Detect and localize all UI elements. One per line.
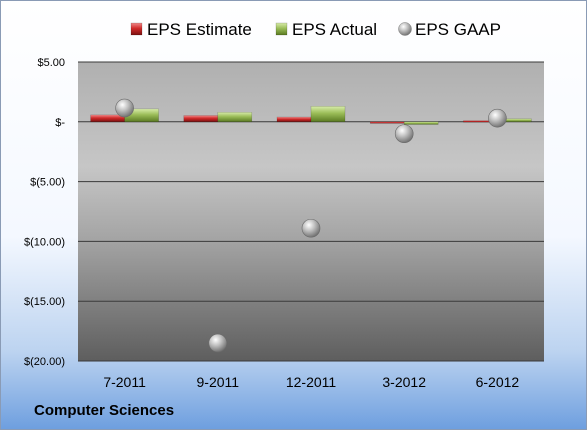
legend: EPS Estimate EPS Actual EPS GAAP [130,20,501,39]
bar-eps-estimate [183,115,219,123]
x-axis: 7-2011 9-2011 12-2011 3-2012 6-2012 [103,374,519,390]
x-tick-label: 6-2012 [476,374,520,390]
point-eps-gaap [394,124,414,144]
y-axis: $5.00 $- $(5.00) $(10.00) $(15.00) $(20.00) [24,57,65,368]
y-tick-label: $(10.00) [24,236,65,248]
bar-eps-estimate [90,114,125,123]
y-tick-label: $(15.00) [24,296,65,308]
y-tick-label: $(5.00) [30,177,65,189]
legend-label: EPS Estimate [147,20,252,39]
legend-swatch [130,22,143,36]
legend-label: EPS GAAP [415,20,501,39]
legend-swatch [398,22,412,36]
legend-label: EPS Actual [292,20,377,39]
x-tick-label: 7-2011 [103,374,146,390]
point-eps-gaap [208,333,228,353]
point-eps-gaap [301,218,321,238]
bar-eps-estimate [369,121,405,124]
company-label: Computer Sciences [34,402,175,419]
bar-eps-actual [403,121,439,125]
x-tick-label: 9-2011 [197,374,240,390]
y-tick-label: $5.00 [37,57,65,69]
bar-eps-actual [310,106,346,123]
x-tick-label: 12-2011 [286,374,337,390]
gaap-points [115,98,507,353]
y-tick-label: $- [55,117,65,129]
x-tick-label: 3-2012 [382,374,426,390]
point-eps-gaap [488,108,507,128]
bar-eps-estimate [276,116,312,123]
y-tick-label: $(20.00) [24,356,65,368]
point-eps-gaap [115,98,134,118]
bar-eps-actual [217,111,253,123]
legend-swatch [275,22,288,36]
